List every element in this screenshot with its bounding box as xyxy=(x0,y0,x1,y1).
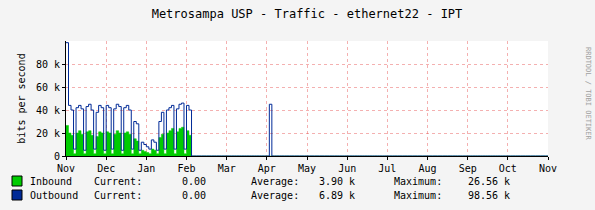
svg-text:0.00: 0.00 xyxy=(182,176,206,187)
svg-text:0.00: 0.00 xyxy=(182,190,206,201)
svg-text:May: May xyxy=(298,163,316,174)
svg-text:Maximum:: Maximum: xyxy=(394,190,442,201)
svg-text:Jul: Jul xyxy=(378,163,396,174)
svg-text:Current:: Current: xyxy=(94,176,142,187)
svg-text:Mar: Mar xyxy=(218,163,236,174)
svg-text:Current:: Current: xyxy=(94,190,142,201)
svg-text:Jan: Jan xyxy=(137,163,155,174)
svg-text:Nov: Nov xyxy=(539,163,557,174)
svg-text:Average:: Average: xyxy=(251,176,299,187)
svg-text:6.89 k: 6.89 k xyxy=(319,190,355,201)
svg-text:40 k: 40 k xyxy=(36,105,60,116)
svg-text:Jun: Jun xyxy=(338,163,356,174)
svg-text:Maximum:: Maximum: xyxy=(394,176,442,187)
svg-text:Sep: Sep xyxy=(459,163,477,174)
svg-text:Apr: Apr xyxy=(258,163,276,174)
svg-text:60 k: 60 k xyxy=(36,82,60,93)
svg-text:Inbound: Inbound xyxy=(30,176,72,187)
svg-text:Outbound: Outbound xyxy=(30,190,78,201)
svg-text:Oct: Oct xyxy=(499,163,517,174)
svg-text:RRDTOOL / TOBI OETIKER: RRDTOOL / TOBI OETIKER xyxy=(584,47,592,141)
svg-text:Nov: Nov xyxy=(57,163,75,174)
svg-text:20 k: 20 k xyxy=(36,128,60,139)
svg-text:3.90 k: 3.90 k xyxy=(319,176,355,187)
svg-text:Feb: Feb xyxy=(177,163,195,174)
svg-text:98.56 k: 98.56 k xyxy=(468,190,510,201)
svg-text:80 k: 80 k xyxy=(36,59,60,70)
svg-text:Aug: Aug xyxy=(418,163,436,174)
svg-text:0: 0 xyxy=(54,151,60,162)
svg-text:Metrosampa USP - Traffic - eth: Metrosampa USP - Traffic - ethernet22 - … xyxy=(152,7,463,21)
svg-text:26.56 k: 26.56 k xyxy=(468,176,510,187)
svg-text:bits per second: bits per second xyxy=(16,53,27,143)
svg-text:Average:: Average: xyxy=(251,190,299,201)
svg-text:Dec: Dec xyxy=(97,163,115,174)
